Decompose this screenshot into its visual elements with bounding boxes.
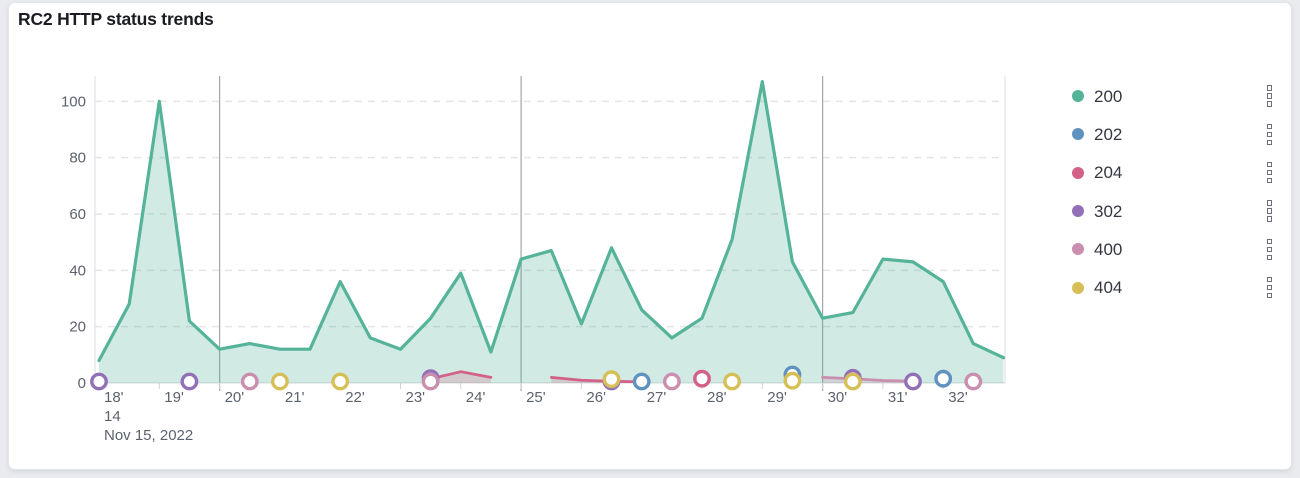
y-tick-label: 40 [69,262,86,279]
legend-item-404[interactable]: 404 [1072,268,1274,306]
y-tick-label: 80 [69,150,86,167]
legend-actions-icon[interactable] [1265,122,1275,148]
legend-actions-icon[interactable] [1265,198,1275,224]
marker-400 [964,372,983,391]
x-tick-label: 24' [466,389,486,406]
marker-400 [663,372,681,391]
x-tick-label: 27' [647,389,667,406]
legend-color-dot [1072,281,1084,294]
x-tick-label: 29' [767,389,787,406]
y-tick-label: 0 [78,375,86,392]
legend-item-label: 204 [1094,163,1123,183]
x-tick-label: 30' [828,389,848,406]
x-tick-label: 26' [586,389,606,406]
marker-404 [843,372,862,391]
marker-302 [180,372,199,391]
gridlines [94,76,1006,391]
axis-labels: 0 20 40 60 80 100 18' 19' 20' 21' 22' 23' 24' 25' 26' 2… [61,93,968,444]
legend-actions-icon[interactable] [1265,275,1275,301]
legend-color-dot [1072,243,1084,256]
legend-color-dot [1072,90,1084,103]
legend-item-label: 302 [1094,201,1123,221]
marker-404 [602,370,621,389]
legend-item-302[interactable]: 302 [1072,192,1274,230]
y-tick-label: 60 [69,206,86,223]
x-axis-date-label: Nov 15, 2022 [104,427,193,444]
marker-202 [632,372,651,391]
marker-404 [723,372,741,391]
legend-actions-icon[interactable] [1265,160,1275,186]
marker-202 [934,369,953,388]
marker-302 [904,372,922,391]
legend-item-label: 200 [1094,86,1123,106]
marker-404 [270,372,289,391]
x-tick-label: 22' [345,389,365,406]
x-tick-label: 28' [707,389,727,406]
x-tick-label: 21' [285,389,305,406]
legend-color-dot [1072,166,1084,179]
marker-400 [421,372,440,391]
legend-item-204[interactable]: 204 [1072,154,1274,192]
x-tick-label: 20' [225,389,245,406]
legend-item-400[interactable]: 400 [1072,230,1274,268]
marker-404 [783,371,802,390]
x-tick-label: 19' [164,389,184,406]
legend-actions-icon[interactable] [1265,237,1275,263]
series-204-segment [429,370,493,383]
x-tick-label: 18' [104,389,124,406]
legend-item-200[interactable]: 200 [1072,77,1274,115]
point-markers [90,365,983,391]
x-tick-label: 31' [888,389,908,406]
x-tick-label: 23' [406,389,426,406]
legend-item-202[interactable]: 202 [1072,115,1274,153]
legend-item-label: 400 [1094,239,1123,259]
x-tick-label: 32' [948,389,968,406]
legend-item-label: 404 [1094,278,1123,298]
y-tick-label: 100 [61,93,86,110]
series-200 [97,80,1006,383]
marker-404 [331,372,350,391]
legend-item-label: 202 [1094,124,1123,144]
legend-actions-icon[interactable] [1265,83,1275,109]
marker-302 [90,372,108,391]
panel-title: RC2 HTTP status trends [18,9,214,29]
y-tick-label: 20 [69,319,86,336]
legend-color-dot [1072,205,1084,218]
marker-400 [240,372,259,391]
x-axis-hour-label: 14 [104,408,121,425]
marker-204 [693,369,711,388]
legend-color-dot [1072,128,1084,141]
legend: 200 202 204 302 400 404 [1072,77,1274,307]
x-tick-label: 25' [526,389,546,406]
chart-panel [8,2,1292,470]
